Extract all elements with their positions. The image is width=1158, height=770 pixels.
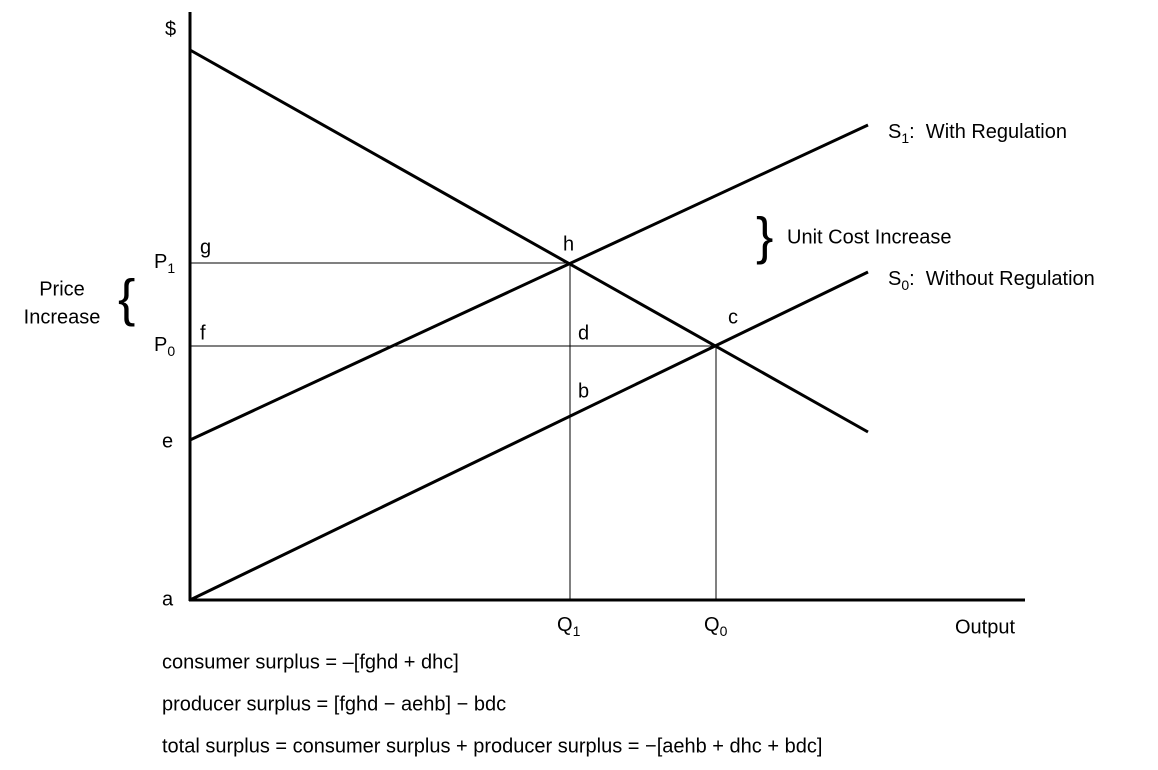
point-label: d — [578, 322, 589, 344]
point-label: b — [578, 380, 589, 402]
rest: : Without Regulation — [909, 268, 1095, 290]
sub: 1 — [167, 260, 175, 276]
point-label: g — [200, 236, 211, 258]
formula: total surplus = consumer surplus + produ… — [162, 735, 822, 757]
price-label: P0 — [154, 334, 175, 358]
x-axis-label: Output — [955, 616, 1015, 638]
base: Q — [557, 614, 573, 636]
base: Q — [704, 614, 720, 636]
formula: consumer surplus = –[fghd + dhc] — [162, 651, 459, 673]
curve-label: S1: With Regulation — [888, 121, 1067, 145]
base: P — [154, 334, 167, 356]
y-axis-label: $ — [165, 18, 176, 40]
base: S — [888, 121, 901, 143]
annotation: Increase — [24, 306, 101, 328]
sub: 1 — [573, 623, 581, 639]
point-label: a — [162, 588, 174, 610]
price-label: P1 — [154, 251, 175, 275]
curve-label: S0: Without Regulation — [888, 268, 1095, 292]
sub: 1 — [901, 130, 909, 146]
point-label: c — [728, 306, 738, 328]
point-label: e — [162, 430, 173, 452]
point-label: f — [200, 322, 206, 344]
brace: { — [118, 270, 135, 328]
quantity-label: Q1 — [557, 614, 581, 638]
axes — [188, 12, 1025, 602]
supply-s0 — [189, 270, 869, 602]
annotation: Price — [39, 278, 85, 300]
brace: } — [756, 208, 773, 266]
rest: : With Regulation — [909, 121, 1067, 143]
base: P — [154, 251, 167, 273]
demand-curve — [189, 48, 869, 434]
sub: 0 — [720, 623, 728, 639]
annotation: Unit Cost Increase — [787, 226, 952, 248]
quantity-label: Q0 — [704, 614, 728, 638]
supply-s1 — [189, 123, 869, 442]
formula: producer surplus = [fghd − aehb] − bdc — [162, 693, 506, 715]
point-label: h — [563, 233, 574, 255]
sub: 0 — [167, 343, 175, 359]
sub: 0 — [901, 277, 909, 293]
base: S — [888, 268, 901, 290]
